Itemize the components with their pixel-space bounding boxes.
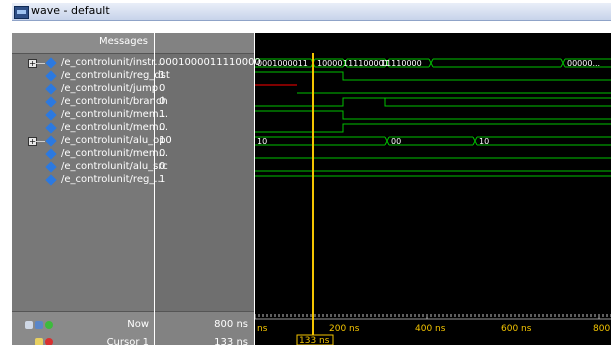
signal-row-jump[interactable]: /e_controlunit/jump bbox=[12, 83, 158, 95]
insert-cursor-icon[interactable] bbox=[45, 321, 53, 329]
ruler-tick-label: ns bbox=[257, 324, 268, 334]
signal-name: /e_controlunit/reg_dst bbox=[61, 70, 170, 81]
signal-diamond-icon bbox=[45, 174, 57, 186]
bus-instr-label: 0001000011 bbox=[257, 59, 308, 68]
signal-value: 0 bbox=[159, 161, 166, 172]
bit-trace bbox=[255, 110, 611, 120]
signal-row-alu-src[interactable]: /e_controlunit/alu_src bbox=[12, 161, 168, 173]
bus-instr-label: 111100001 bbox=[343, 59, 389, 68]
bus-aluop-label: 10 bbox=[257, 137, 267, 146]
signal-row-alu-op[interactable]: + /e_controlunit/alu_op bbox=[12, 135, 166, 147]
bus-aluop-cross bbox=[384, 136, 390, 146]
now-icon[interactable] bbox=[25, 321, 33, 329]
waveform-pane[interactable]: 0001000011 10000 111100001 11110000 00000...… bbox=[255, 33, 611, 311]
ruler-tick-label: 600 ns bbox=[501, 324, 532, 334]
signal-diamond-icon bbox=[45, 70, 57, 82]
signal-value: 0 bbox=[159, 96, 166, 107]
cursor-line bbox=[312, 33, 314, 311]
signal-name: /e_controlunit/reg_... bbox=[61, 174, 164, 185]
bus-instr-label: 10000 bbox=[317, 59, 342, 68]
ruler-tick-label: 200 ns bbox=[329, 324, 360, 334]
cursor-values-pane: 800 ns 133 ns bbox=[155, 311, 254, 345]
timeline-pane[interactable]: ns 200 ns 400 ns 600 ns 800 133 ns bbox=[255, 311, 611, 345]
signal-value: 10 bbox=[159, 135, 172, 146]
signal-list: + /e_controlunit/instr... /e_controlunit… bbox=[12, 57, 170, 218]
signal-diamond-icon bbox=[45, 135, 57, 147]
bus-aluop-label: 00 bbox=[391, 137, 401, 146]
bus-aluop-label: 10 bbox=[479, 137, 489, 146]
bit-trace bbox=[255, 97, 611, 107]
signal-row-instr[interactable]: + /e_controlunit/instr... bbox=[12, 57, 164, 69]
lock-cursor-icon[interactable] bbox=[35, 338, 43, 345]
bit-trace bbox=[255, 71, 611, 81]
waveform-header bbox=[255, 33, 611, 53]
window-titlebar: wave - default bbox=[12, 3, 611, 21]
signal-values-pane bbox=[155, 33, 254, 345]
ruler-tick-label: 800 bbox=[593, 324, 610, 334]
signal-name: /e_controlunit/alu_op bbox=[61, 135, 166, 146]
signal-value: 0 bbox=[159, 148, 166, 159]
delete-cursor-icon[interactable] bbox=[45, 338, 53, 345]
signal-row-mem-b[interactable]: /e_controlunit/mem... bbox=[12, 122, 168, 134]
signal-value: 0 bbox=[159, 83, 166, 94]
bus-instr-cross bbox=[342, 58, 348, 68]
tree-connector bbox=[35, 63, 45, 64]
signal-name: /e_controlunit/mem... bbox=[61, 122, 169, 133]
signal-row-mem-c[interactable]: /e_controlunit/mem... bbox=[12, 148, 168, 160]
signal-diamond-icon bbox=[45, 109, 57, 121]
signal-row-reg-write[interactable]: /e_controlunit/reg_... bbox=[12, 174, 164, 186]
add-cursor-icon[interactable] bbox=[35, 321, 43, 329]
signal-value: 0 bbox=[159, 122, 166, 133]
signal-names-pane bbox=[12, 33, 154, 345]
signal-value: 0001000011110000 bbox=[159, 57, 261, 68]
signal-name: /e_controlunit/alu_src bbox=[61, 161, 168, 172]
signal-diamond-icon bbox=[45, 161, 57, 173]
timeline-ruler: ns 200 ns 400 ns 600 ns 800 133 ns bbox=[255, 311, 611, 345]
now-label: Now bbox=[127, 319, 149, 330]
messages-header-label: Messages bbox=[98, 36, 148, 47]
signal-row-reg-dst[interactable]: /e_controlunit/reg_dst bbox=[12, 70, 170, 82]
signal-name: /e_controlunit/instr... bbox=[61, 57, 164, 68]
bus-instr-label: 00000... bbox=[567, 59, 600, 68]
window-title: wave - default bbox=[31, 4, 110, 17]
cursor-value: 133 ns bbox=[214, 337, 248, 345]
tree-connector bbox=[35, 141, 45, 142]
cursor-flag bbox=[296, 334, 334, 345]
cursor-label[interactable]: Cursor 1 bbox=[106, 337, 149, 345]
signal-value: 1 bbox=[159, 70, 166, 81]
signal-value: 1 bbox=[159, 174, 166, 185]
signal-name: /e_controlunit/branch bbox=[61, 96, 168, 107]
signal-value: 1 bbox=[159, 109, 166, 120]
signal-diamond-icon bbox=[45, 96, 57, 108]
ruler-tick-label: 400 ns bbox=[415, 324, 446, 334]
bus-instr-label: 11110000 bbox=[381, 59, 422, 68]
cursor-line-ruler bbox=[312, 311, 314, 335]
signal-diamond-icon bbox=[45, 83, 57, 95]
bit-trace bbox=[255, 123, 611, 133]
signal-diamond-icon bbox=[45, 57, 57, 69]
signal-name: /e_controlunit/mem... bbox=[61, 109, 169, 120]
bus-instr-cross bbox=[384, 58, 390, 68]
cursor-flag-label: 133 ns bbox=[299, 336, 330, 345]
values-header bbox=[155, 33, 254, 54]
signal-diamond-icon bbox=[45, 122, 57, 134]
signal-row-mem-a[interactable]: /e_controlunit/mem... bbox=[12, 109, 168, 121]
bus-aluop-cross bbox=[472, 136, 478, 146]
now-value: 800 ns bbox=[214, 319, 248, 330]
wave-window-icon bbox=[14, 6, 29, 19]
cursor-names-pane: Now Cursor 1 bbox=[12, 311, 154, 345]
bus-instr-cross bbox=[560, 58, 566, 68]
signal-row-branch[interactable]: /e_controlunit/branch bbox=[12, 96, 168, 108]
signal-values-list: 0001000011110000 1 0 0 1 0 10 0 0 1 bbox=[155, 57, 261, 218]
signal-diamond-icon bbox=[45, 148, 57, 160]
bus-instr-cross bbox=[428, 58, 434, 68]
signal-name: /e_controlunit/mem... bbox=[61, 148, 169, 159]
signal-name: /e_controlunit/jump bbox=[61, 83, 159, 94]
messages-header: Messages bbox=[12, 33, 154, 54]
